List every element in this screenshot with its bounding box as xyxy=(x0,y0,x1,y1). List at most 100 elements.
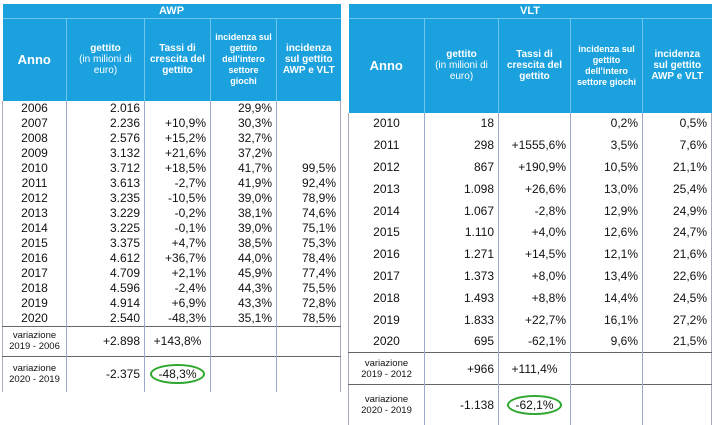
awp-table-row: 2017 4.709 +2,1% 45,9% 77,4% xyxy=(3,265,341,281)
awp-cell-anno: 2015 xyxy=(21,236,48,250)
vlt-cell-tasso: +4,0% xyxy=(498,221,571,244)
awp-cell-gettito: 3.375 xyxy=(66,235,145,251)
awp-cell-gettito: 3.712 xyxy=(66,160,145,176)
awp-variazione-gettito: +2.898 xyxy=(66,325,145,356)
vlt-cell-tasso xyxy=(498,112,571,135)
vlt-variazione-empty xyxy=(570,352,643,385)
awp-cell-gettito: 4.612 xyxy=(66,250,145,266)
vlt-cell-inc-awp-vlt: 22,6% xyxy=(642,265,712,287)
vlt-variazione-label: variazione 2019 - 2012 xyxy=(348,352,425,385)
vlt-header-row: Anno gettito (in milioni di euro) Tassi … xyxy=(348,18,712,113)
awp-cell-inc-settore: 30,3% xyxy=(210,115,277,131)
awp-cell-inc-settore: 45,9% xyxy=(210,265,277,281)
awp-header-row: Anno gettito (in milioni di euro) Tassi … xyxy=(2,18,341,101)
awp-variazione-label: variazione 2020 - 2019 xyxy=(2,355,67,392)
awp-table-row: 2019 4.914 +6,9% 43,3% 72,8% xyxy=(3,295,341,311)
awp-table-row: 2009 3.132 +21,6% 37,2% xyxy=(3,145,341,161)
awp-cell-inc-awp-vlt: 78,4% xyxy=(275,250,341,266)
vlt-cell-anno: 2013 xyxy=(373,181,400,196)
vlt-variazione-gettito: -1.138 xyxy=(424,384,499,425)
awp-cell-inc-awp-vlt xyxy=(275,100,341,116)
awp-cell-gettito: 3.235 xyxy=(66,190,145,206)
vlt-cell-tasso: -62,1% xyxy=(498,330,571,353)
awp-cell-inc-awp-vlt: 78,9% xyxy=(275,190,341,206)
awp-cell-inc-settore: 39,0% xyxy=(210,220,277,236)
awp-variazione-row: variazione 2019 - 2006 +2.898 +143,8% xyxy=(2,325,341,356)
awp-table: AWP Anno gettito (in milioni di euro) Ta… xyxy=(2,4,341,392)
awp-cell-tasso: -0,2% xyxy=(144,205,211,221)
awp-cell-tasso: +18,5% xyxy=(144,160,211,176)
vlt-variazione-tasso-cell: +111,4% xyxy=(498,352,571,385)
awp-cell-inc-awp-vlt: 77,4% xyxy=(275,265,341,281)
awp-header-incidenza-awp-vlt: incidenza sul gettito AWP e VLT xyxy=(275,18,341,101)
vlt-cell-inc-awp-vlt: 21,6% xyxy=(642,243,712,266)
vlt-cell-tasso: +190,9% xyxy=(498,156,571,178)
awp-cell-tasso: -0,1% xyxy=(144,220,211,236)
vlt-variazione-period: 2019 - 2012 xyxy=(361,368,412,380)
vlt-header-gettito-main: gettito xyxy=(446,49,477,61)
awp-cell-tasso xyxy=(144,100,211,116)
vlt-cell-gettito: 1.067 xyxy=(424,199,499,222)
vlt-body: 2010 18 0,2% 0,5% 2011 298 +1555,6% 3,5% 7,6% 201… xyxy=(348,112,712,425)
awp-cell-anno: 2006 xyxy=(21,101,48,115)
vlt-cell-anno: 2014 xyxy=(373,203,400,218)
vlt-table-row: 2010 18 0,2% 0,5% xyxy=(349,112,712,135)
awp-table-row: 2014 3.225 -0,1% 39,0% 75,1% xyxy=(3,220,341,236)
awp-header-gettito-main: gettito xyxy=(90,43,121,55)
awp-table-row: 2010 3.712 +18,5% 41,7% 99,5% xyxy=(3,160,341,176)
awp-cell-inc-settore: 38,5% xyxy=(210,235,277,251)
awp-cell-inc-settore: 44,0% xyxy=(210,250,277,266)
awp-variazione-empty xyxy=(275,355,341,392)
awp-header-incidenza-settore: incidenza sul gettito dell'intero settor… xyxy=(210,18,277,101)
vlt-cell-tasso: +8,8% xyxy=(498,286,571,309)
vlt-cell-inc-settore: 12,1% xyxy=(570,243,643,266)
vlt-title-row: VLT xyxy=(348,4,712,19)
awp-cell-tasso: +4,7% xyxy=(144,235,211,251)
awp-cell-gettito: 3.613 xyxy=(66,175,145,191)
vlt-header-incidenza-settore: incidenza sul gettito dell'intero settor… xyxy=(570,18,643,113)
vlt-cell-inc-settore: 3,5% xyxy=(570,134,643,157)
vlt-variazione-tasso-cell: -62,1% xyxy=(498,384,571,425)
vlt-cell-inc-awp-vlt: 24,9% xyxy=(642,199,712,222)
awp-cell-anno: 2009 xyxy=(21,146,48,160)
awp-title: AWP xyxy=(2,4,341,19)
vlt-header-gettito: gettito (in milioni di euro) xyxy=(424,18,499,113)
awp-title-row: AWP xyxy=(2,4,341,19)
vlt-cell-tasso: +8,0% xyxy=(498,265,571,287)
awp-table-row: 2020 2.540 -48,3% 35,1% 78,5% xyxy=(3,310,341,326)
vlt-cell-inc-settore: 9,6% xyxy=(570,330,643,353)
vlt-table-row: 2012 867 +190,9% 10,5% 21,1% xyxy=(349,156,712,178)
vlt-cell-gettito: 298 xyxy=(424,134,499,157)
vlt-variazione-label: variazione 2020 - 2019 xyxy=(348,384,425,425)
awp-cell-tasso: -2,7% xyxy=(144,175,211,191)
awp-cell-gettito: 2.016 xyxy=(66,100,145,116)
awp-table-row: 2013 3.229 -0,2% 38,1% 74,6% xyxy=(3,205,341,221)
vlt-table-row: 2016 1.271 +14,5% 12,1% 21,6% xyxy=(349,243,712,266)
vlt-cell-tasso: +26,6% xyxy=(498,177,571,200)
awp-variazione-gettito: -2.375 xyxy=(66,355,145,392)
awp-cell-gettito: 4.914 xyxy=(66,295,145,311)
vlt-variazione-tasso: +111,4% xyxy=(511,361,558,376)
awp-cell-gettito: 3.132 xyxy=(66,145,145,161)
awp-variazione-tasso: +143,8% xyxy=(153,334,202,348)
awp-cell-inc-settore: 32,7% xyxy=(210,130,277,146)
vlt-cell-anno: 2016 xyxy=(373,247,400,262)
vlt-cell-tasso: +22,7% xyxy=(498,308,571,331)
vlt-cell-anno: 2019 xyxy=(373,312,400,327)
awp-cell-tasso: +6,9% xyxy=(144,295,211,311)
vlt-cell-tasso: -2,8% xyxy=(498,199,571,222)
awp-variazione-row: variazione 2020 - 2019 -2.375 -48,3% xyxy=(2,355,341,392)
awp-cell-inc-settore: 44,3% xyxy=(210,280,277,296)
awp-cell-tasso: +15,2% xyxy=(144,130,211,146)
vlt-cell-gettito: 1.271 xyxy=(424,243,499,266)
awp-table-row: 2006 2.016 29,9% xyxy=(3,100,341,116)
awp-cell-gettito: 2.576 xyxy=(66,130,145,146)
vlt-variazione-tasso: -62,1% xyxy=(507,395,562,416)
awp-table-row: 2018 4.596 -2,4% 44,3% 75,5% xyxy=(3,280,341,296)
awp-variazione-empty xyxy=(210,355,277,392)
awp-cell-gettito: 3.225 xyxy=(66,220,145,236)
awp-cell-inc-settore: 37,2% xyxy=(210,145,277,161)
vlt-cell-gettito: 1.493 xyxy=(424,286,499,309)
awp-cell-anno: 2017 xyxy=(21,266,48,280)
vlt-header-incidenza-awp-vlt: incidenza sul gettito AWP e VLT xyxy=(642,18,712,113)
